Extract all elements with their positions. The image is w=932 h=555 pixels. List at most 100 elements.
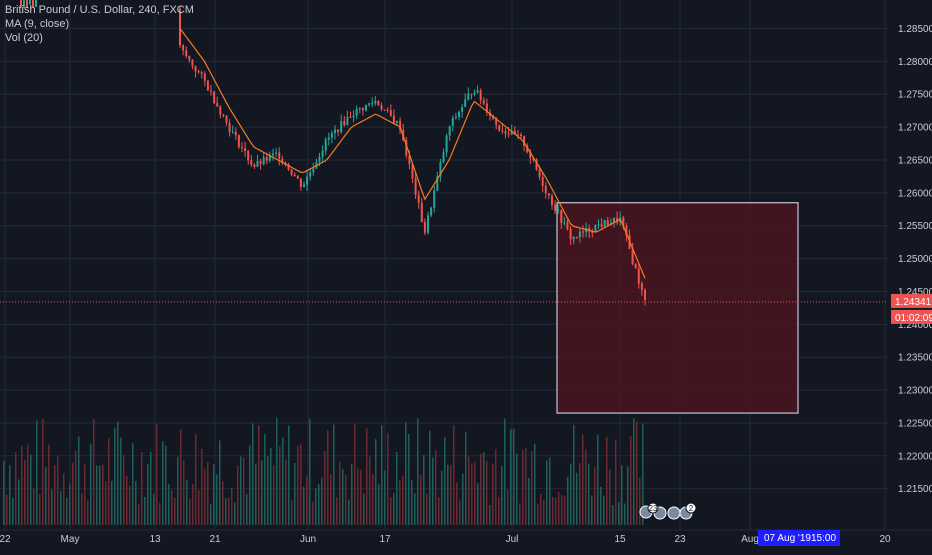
volume-bar <box>546 460 548 525</box>
rectangle-box[interactable] <box>556 202 799 414</box>
candle-body <box>389 110 392 116</box>
volume-bar <box>204 468 206 525</box>
candle-body <box>616 217 619 223</box>
candle-body <box>265 157 268 161</box>
volume-bar <box>48 444 50 525</box>
candle-body <box>631 248 634 264</box>
ma-indicator-label[interactable]: MA (9, close) <box>5 18 70 30</box>
candle-body <box>203 73 206 81</box>
volume-bar <box>189 499 191 525</box>
volume-bar <box>435 450 437 525</box>
volume-bar <box>78 436 80 525</box>
volume-bar <box>357 468 359 525</box>
volume-bar <box>498 497 500 525</box>
price-tick-label: 1.24500 <box>898 287 932 298</box>
volume-bar <box>258 425 260 525</box>
price-tick-label: 1.23000 <box>898 386 932 397</box>
candle-body <box>278 152 281 159</box>
volume-bar <box>249 445 251 525</box>
candle-body <box>513 130 516 135</box>
candle-body <box>293 174 296 177</box>
volume-bar <box>276 417 278 525</box>
event-count-label: 23 <box>649 504 658 513</box>
candle-body <box>458 111 460 117</box>
volume-bar <box>312 501 314 525</box>
candle-body <box>355 108 358 116</box>
volume-bar <box>381 425 383 525</box>
candle-body <box>523 136 526 146</box>
candle-body <box>35 0 37 7</box>
candle-body <box>371 103 374 105</box>
volume-bar <box>384 470 386 525</box>
price-tick-label: 1.28500 <box>898 24 932 35</box>
volume-bar <box>396 452 398 525</box>
price-axis[interactable]: 1.28500 1.28000 1.27500 1.27000 1.26500 1.260… <box>888 0 932 530</box>
volume-bar <box>558 491 560 525</box>
volume-bar <box>54 464 56 525</box>
candle-body <box>228 122 231 132</box>
candle-body <box>597 224 600 226</box>
event-badges[interactable]: 23 2 <box>639 502 697 520</box>
symbol-title[interactable]: British Pound / U.S. Dollar, 240, FXCM <box>5 4 194 16</box>
volume-bar <box>174 497 176 525</box>
volume-bar <box>135 480 137 525</box>
candle-body <box>411 163 414 179</box>
volume-bar <box>501 466 503 525</box>
candle-body <box>296 176 299 179</box>
candle-body <box>454 116 457 118</box>
volume-bar <box>348 499 350 525</box>
candle-body <box>436 176 439 191</box>
volume-bar <box>240 456 242 525</box>
rectangle-drawing[interactable] <box>556 202 799 414</box>
candle-body <box>526 145 529 153</box>
volume-bar <box>81 492 83 525</box>
volume-bar <box>111 480 113 525</box>
volume-bar <box>426 493 428 525</box>
volume-bar <box>402 476 404 525</box>
candle-body <box>498 124 501 131</box>
volume-bar <box>66 497 68 525</box>
volume-bar <box>399 480 401 525</box>
candle-body <box>501 130 504 132</box>
crosshair-date-label: 07 Aug '19 <box>764 533 811 544</box>
candle-body <box>520 134 522 137</box>
volume-bar <box>525 448 527 525</box>
volume-bar <box>306 476 308 525</box>
time-tick-label: May <box>61 534 80 545</box>
volume-bar <box>309 418 311 525</box>
event-flag-icon[interactable] <box>667 506 681 520</box>
volume-bar <box>411 480 413 525</box>
volume-bar <box>540 494 542 525</box>
volume-bar <box>390 497 392 525</box>
candle-body <box>470 93 473 95</box>
volume-bar <box>231 488 233 525</box>
volume-bar <box>321 477 323 525</box>
volume-bar <box>42 418 44 525</box>
volume-bar <box>102 464 104 525</box>
volume-bar <box>408 433 410 525</box>
candle-body <box>321 150 324 158</box>
volume-indicator-label[interactable]: Vol (20) <box>5 32 43 44</box>
volume-bar <box>567 476 569 525</box>
candle-body <box>365 104 367 111</box>
candle-body <box>414 178 417 195</box>
candle-body <box>216 103 219 107</box>
volume-bar <box>369 456 371 525</box>
price-tick-label: 1.21500 <box>898 484 932 495</box>
candle-body <box>476 90 479 93</box>
candle-body <box>578 231 581 238</box>
volume-bar <box>570 463 572 525</box>
candle-body <box>225 115 228 123</box>
candle-body <box>222 114 225 116</box>
candle-body <box>399 121 402 130</box>
volume-bar <box>534 443 536 525</box>
time-axis[interactable]: 22 May 13 21 Jun 17 Jul 15 23 Aug 20 07 Aug '19 15:0… <box>0 529 932 550</box>
volume-bar <box>471 463 473 525</box>
volume-bar <box>504 418 506 525</box>
volume-bar <box>615 439 617 525</box>
volume-bar <box>324 451 326 525</box>
volume-bar <box>99 465 101 525</box>
candle-body <box>309 172 312 177</box>
